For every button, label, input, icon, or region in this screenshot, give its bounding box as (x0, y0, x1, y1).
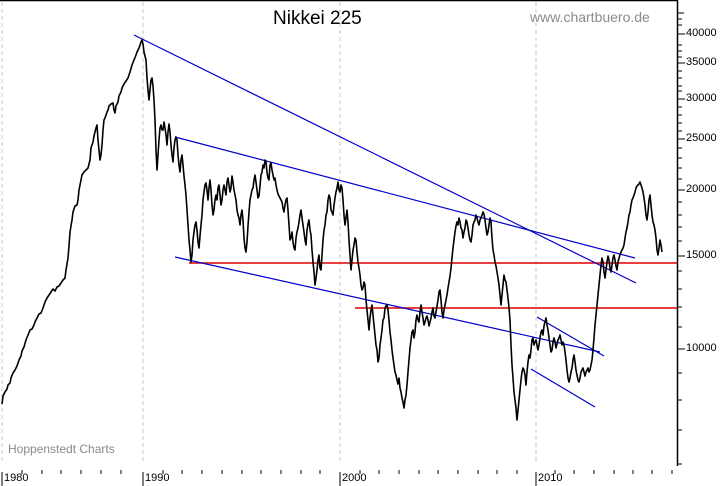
watermark-link: www.chartbuero.de (530, 9, 650, 25)
y-tick-label-40000: 40000 (686, 27, 717, 39)
x-tick-label-2010: 2010 (538, 472, 563, 484)
trendline-2009-channel-bottom (530, 368, 596, 408)
trendline-upper-channel (174, 136, 636, 259)
y-tick-label-30000: 30000 (686, 92, 717, 104)
trend-lines (133, 34, 637, 408)
x-tick-label-1980: 1980 (4, 472, 29, 484)
x-axis-ticks (1, 470, 673, 486)
y-tick-label-20000: 20000 (686, 183, 717, 195)
y-tick-label-35000: 35000 (686, 56, 717, 68)
y-tick-label-10000: 10000 (686, 342, 717, 354)
y-tick-label-15000: 15000 (686, 249, 717, 261)
nikkei-price-line (1, 39, 663, 421)
x-tick-label-1990: 1990 (145, 472, 170, 484)
x-tick-label-2000: 2000 (342, 472, 367, 484)
y-tick-label-25000: 25000 (686, 132, 717, 144)
y-axis-ticks (678, 12, 685, 465)
gridlines (1, 2, 537, 462)
source-label: Hoppenstedt Charts (8, 442, 115, 456)
trendline-1989-resistance (133, 34, 637, 284)
chart-title: Nikkei 225 (273, 8, 362, 29)
